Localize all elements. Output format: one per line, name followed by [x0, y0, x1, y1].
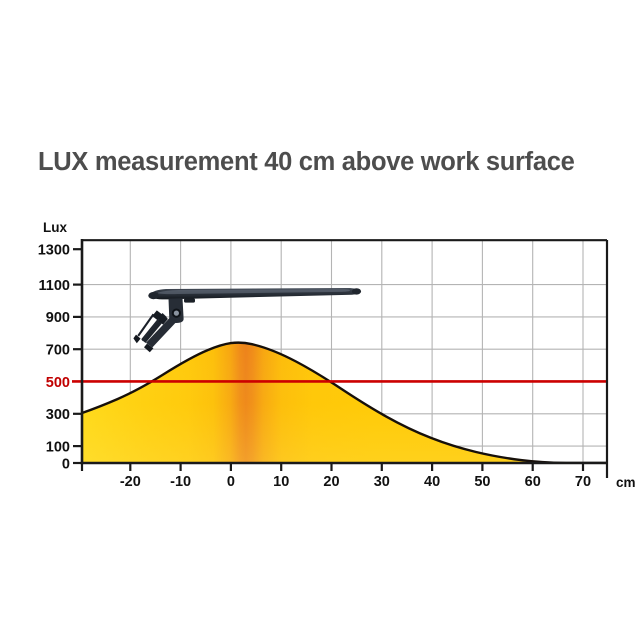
- y-axis-label-900: 900: [46, 310, 70, 326]
- y-axis-label-700: 700: [46, 343, 70, 359]
- lamp-head-highlight: [158, 289, 350, 295]
- y-axis-label-100: 100: [46, 439, 70, 455]
- y-axis-label-300: 300: [46, 407, 70, 423]
- x-axis-label-50: 50: [474, 474, 490, 490]
- illuminance-area-sheen: [82, 342, 607, 463]
- y-axis-label-0: 0: [62, 456, 70, 472]
- y-axis-label-1300: 1300: [38, 243, 70, 259]
- x-axis-label-20: 20: [323, 474, 339, 490]
- desk-lamp-icon: [133, 287, 362, 353]
- lamp-head-left-cap: [148, 292, 159, 300]
- x-axis-unit-label: cm: [616, 475, 636, 490]
- x-axis-label--10: -10: [170, 474, 191, 490]
- chart-title: LUX measurement 40 cm above work surface: [38, 148, 575, 176]
- lamp-arm-hinge: [152, 310, 168, 325]
- x-axis-label--20: -20: [120, 474, 141, 490]
- lamp-foot-tip-right: [144, 343, 154, 353]
- y-axis-label-500-threshold: 500: [46, 375, 70, 391]
- x-axis-label-60: 60: [525, 474, 541, 490]
- lamp-control-button: [184, 298, 195, 303]
- x-tick-marks: [80, 463, 585, 471]
- lamp-foot-tip-left: [133, 334, 141, 344]
- illuminance-area-group: [82, 341, 607, 463]
- x-axis-label-0: 0: [227, 474, 235, 490]
- lamp-pivot-screw: [173, 310, 179, 316]
- illuminance-curve: [82, 341, 607, 463]
- x-axis-label-10: 10: [273, 474, 289, 490]
- y-tick-marks: [73, 248, 82, 465]
- x-axis-label-70: 70: [575, 474, 591, 490]
- lamp-head-right-cap: [351, 288, 362, 295]
- lamp-strut-inner: [141, 318, 160, 342]
- x-axis-label-30: 30: [374, 474, 390, 490]
- y-axis-unit-label: Lux: [43, 220, 67, 235]
- y-axis-label-1100: 1100: [39, 278, 70, 294]
- lamp-strut-outer: [137, 313, 155, 337]
- lamp-arm-upper: [146, 316, 177, 348]
- x-axis-label-40: 40: [424, 474, 440, 490]
